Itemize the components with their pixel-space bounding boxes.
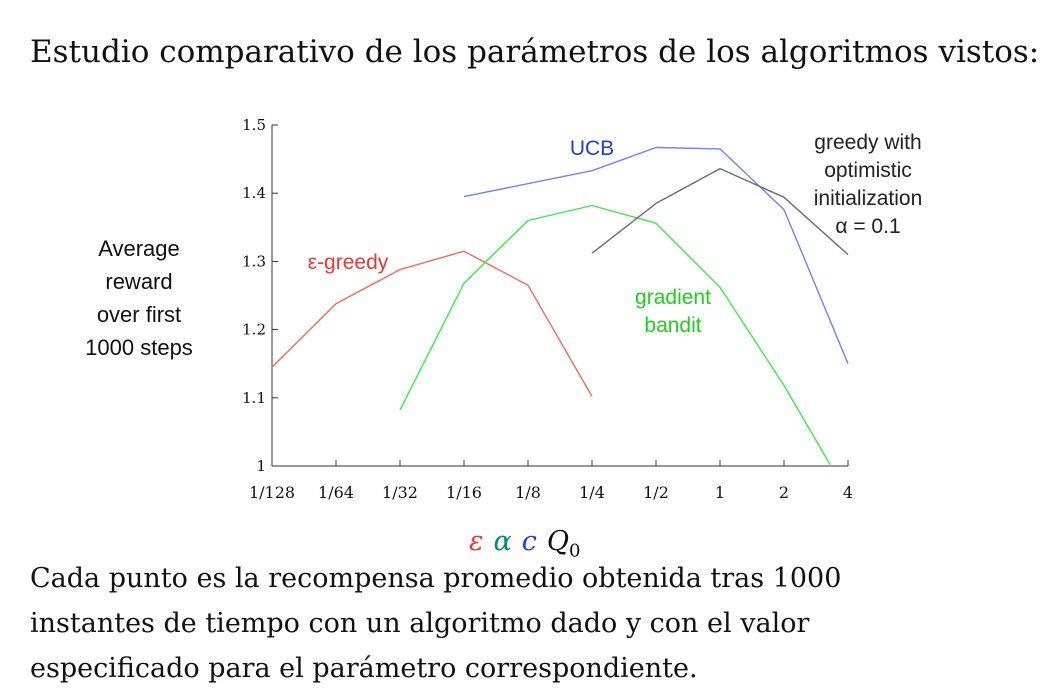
y-tick-label: 1.3 [242, 252, 266, 270]
parameter-symbol: ε [469, 526, 484, 557]
caption-line: Cada punto es la recompensa promedio obt… [30, 563, 842, 594]
series-line-2 [463, 146, 849, 364]
caption-line: especificado para el parámetro correspon… [30, 653, 698, 684]
parameter-symbols: ε α c Q0 [469, 526, 590, 561]
chart-series-labels: ε-greedy gradient bandit UCB greedy with opti… [308, 131, 923, 337]
x-tick-label: 1 [715, 483, 725, 502]
y-axis-label-line: reward [105, 269, 173, 294]
x-tick-label: 1/2 [643, 483, 669, 502]
y-tick-label: 1.2 [242, 321, 266, 339]
chart-series [271, 146, 849, 465]
parameter-symbol: Q0 [546, 526, 581, 562]
x-tick-label: 1/16 [446, 483, 482, 502]
x-tick-label: 1/128 [249, 483, 295, 502]
x-tick-label: 1/32 [382, 483, 418, 502]
parameter-symbol: c [521, 526, 537, 557]
y-axis-label-line: 1000 steps [85, 335, 193, 360]
series-line-0 [271, 250, 593, 397]
x-tick-label: 1/8 [515, 483, 541, 502]
series-label-2: UCB [570, 137, 614, 160]
parameter-symbol: α [493, 526, 512, 557]
y-axis-label: Average reward over first 1000 steps [64, 232, 214, 364]
caption: Cada punto es la recompensa promedio obt… [30, 556, 1010, 691]
x-tick-label: 1/64 [318, 483, 354, 502]
series-line-3 [591, 167, 849, 256]
chart-axes: 1 1.1 1.2 1.3 1.4 1.5 1/128 1/64 1/32 1/16 1/8 1/4 1… [242, 116, 853, 502]
x-tick-label: 1/4 [579, 483, 605, 502]
x-tick-label: 2 [779, 483, 789, 502]
y-tick-label: 1.5 [242, 116, 266, 134]
y-tick-label: 1.1 [242, 389, 266, 407]
series-label-1: gradient bandit [635, 286, 711, 337]
y-tick-label: 1 [256, 457, 266, 475]
caption-line: instantes de tiempo con un algoritmo dad… [30, 608, 810, 639]
y-axis-label-line: over first [96, 302, 182, 327]
series-label-3: greedy with optimistic initialization α = 0… [814, 131, 923, 238]
page-heading: Estudio comparativo de los parámetros de… [30, 34, 1040, 70]
y-tick-label: 1.4 [242, 184, 266, 202]
series-label-0: ε-greedy [308, 251, 389, 274]
series-line-1 [399, 204, 831, 465]
y-axis-label-line: Average [98, 236, 180, 261]
x-tick-label: 4 [843, 483, 853, 502]
